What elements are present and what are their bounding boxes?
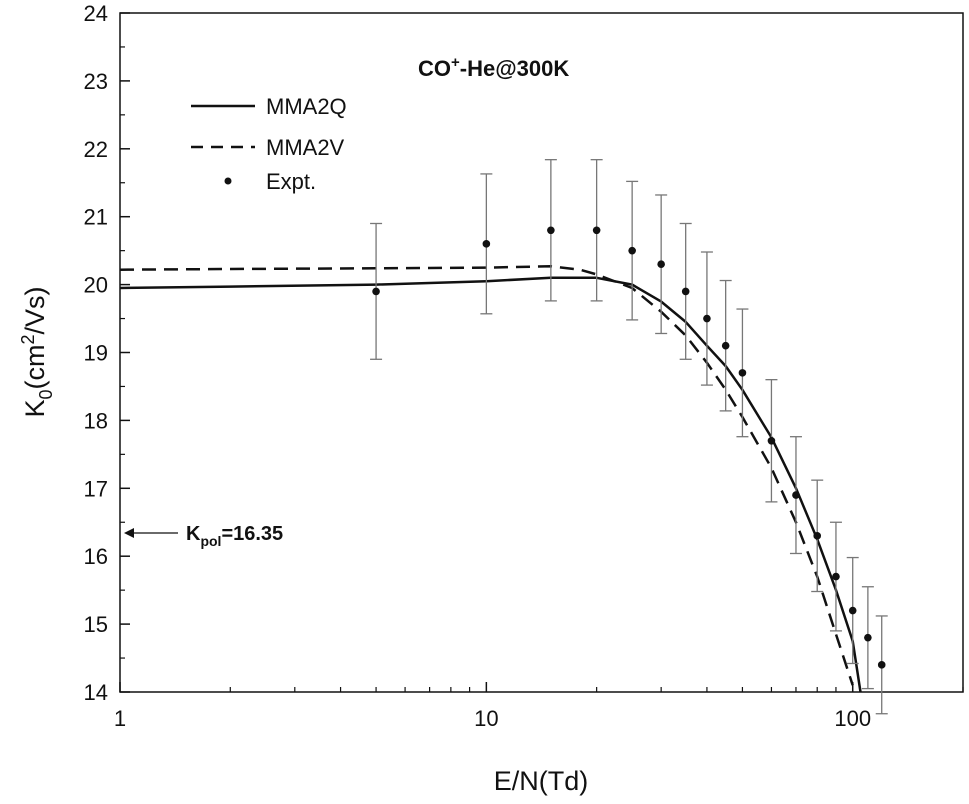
series-line-mma2v xyxy=(119,265,854,686)
kpol-annotation: Kpol=16.35 xyxy=(124,523,283,549)
expt-marker xyxy=(832,572,840,581)
ylabel-end: /Vs) xyxy=(20,286,50,334)
expt-marker xyxy=(767,436,776,445)
expt-marker xyxy=(738,369,747,377)
title-main: CO xyxy=(418,56,451,81)
y-tick-label: 15 xyxy=(84,612,108,637)
expt-point xyxy=(789,436,802,555)
expt-marker xyxy=(657,260,665,269)
expt-marker xyxy=(864,633,872,642)
legend-label-expt: Expt. xyxy=(266,169,316,194)
title-rest: -He@300K xyxy=(460,56,570,81)
x-tick-label: 1 xyxy=(114,706,126,731)
x-tick-label: 10 xyxy=(474,706,498,731)
y-tick-label: 17 xyxy=(84,476,108,501)
ylabel-main: K xyxy=(20,400,50,418)
x-tick-label: 100 xyxy=(834,706,871,731)
y-tick-label: 19 xyxy=(84,341,108,366)
y-tick-label: 23 xyxy=(84,69,108,94)
expt-points xyxy=(370,159,888,715)
chart-title: CO+-He@300K xyxy=(418,54,569,81)
ylabel-sup: 2 xyxy=(18,334,38,344)
expt-point xyxy=(765,379,778,503)
expt-marker xyxy=(372,287,380,296)
expt-point xyxy=(811,479,824,593)
kpol-label: Kpol=16.35 xyxy=(186,523,283,549)
expt-point xyxy=(700,251,713,386)
legend: MMA2Q MMA2V Expt. xyxy=(191,94,347,194)
expt-point xyxy=(679,222,692,360)
expt-point xyxy=(829,521,842,632)
expt-marker xyxy=(628,246,636,255)
kpol-sub: pol xyxy=(200,533,221,549)
expt-point xyxy=(544,159,557,302)
ylabel-sub: 0 xyxy=(36,389,56,399)
y-axis-title: K0(cm2/Vs) xyxy=(18,286,56,417)
legend-label-mma2v: MMA2V xyxy=(266,135,345,160)
kpol-main: K xyxy=(186,523,201,545)
expt-point xyxy=(719,279,732,412)
series-line-mma2q xyxy=(119,276,862,693)
expt-marker xyxy=(792,491,800,499)
y-tick-label: 22 xyxy=(84,137,108,162)
series-lines xyxy=(119,265,862,693)
expt-marker xyxy=(547,226,555,235)
expt-point xyxy=(875,615,888,715)
expt-point xyxy=(736,308,749,438)
y-tick-label: 24 xyxy=(84,1,108,26)
expt-point xyxy=(480,173,493,315)
expt-marker xyxy=(813,532,822,540)
legend-swatch-expt xyxy=(224,177,232,185)
expt-marker xyxy=(877,661,886,669)
y-tick-label: 20 xyxy=(84,273,108,298)
expt-point xyxy=(861,586,874,690)
ylabel-mid: (cm xyxy=(20,345,50,390)
expt-point xyxy=(626,180,639,321)
y-tick-label: 16 xyxy=(84,544,108,569)
kpol-rest: =16.35 xyxy=(221,523,283,545)
y-tick-label: 21 xyxy=(84,205,108,230)
expt-point xyxy=(370,222,383,360)
expt-marker xyxy=(482,240,491,248)
axis-ticks: 14 15 16 17 18 19 20 21 22 23 24 1 10 100 xyxy=(84,1,964,731)
expt-point xyxy=(846,556,859,665)
x-axis-title: E/N(Td) xyxy=(494,766,589,796)
expt-marker xyxy=(721,341,730,350)
y-tick-label: 18 xyxy=(84,408,108,433)
y-tick-label: 14 xyxy=(84,680,108,705)
expt-marker xyxy=(592,226,601,235)
kpol-arrow-head xyxy=(124,528,134,538)
title-sup: + xyxy=(451,54,460,71)
legend-label-mma2q: MMA2Q xyxy=(266,94,347,119)
expt-point xyxy=(590,159,603,302)
expt-point xyxy=(655,194,668,335)
expt-marker xyxy=(703,314,711,323)
expt-marker xyxy=(681,287,690,296)
expt-marker xyxy=(848,606,857,615)
